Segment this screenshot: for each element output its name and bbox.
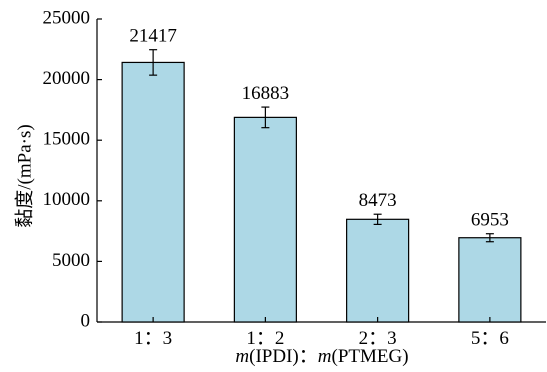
plot-area: 0 5000 10000 15000 20000 25000 21417 1：3 16883 1：… [43, 7, 546, 349]
x-tick-label: 1：3 [134, 328, 172, 349]
y-tick-label: 5000 [52, 250, 90, 271]
x-tick-label: 5：6 [471, 328, 509, 349]
y-tick-label: 0 [81, 310, 91, 331]
data-label: 16883 [242, 83, 290, 104]
data-label: 6953 [471, 210, 509, 231]
x-axis-title-t2: (PTMEG) [332, 346, 409, 367]
bar [233, 116, 297, 323]
x-tick-label: 2：3 [359, 328, 397, 349]
bar [458, 237, 522, 323]
y-tick-label: 10000 [43, 189, 91, 210]
bar [346, 218, 410, 323]
y-tick-label: 25000 [43, 7, 91, 28]
data-label: 21417 [129, 26, 177, 47]
bar [121, 61, 185, 323]
y-tick-label: 20000 [43, 68, 91, 89]
x-axis-title-t1: (IPDI)： [249, 346, 318, 367]
x-tick-label: 1：2 [246, 328, 284, 349]
x-axis-title-m1: m [235, 346, 249, 367]
y-tick-label: 15000 [43, 129, 91, 150]
y-axis-title: 黏度/(mPa·s) [13, 124, 35, 227]
data-label: 8473 [359, 190, 397, 211]
x-axis-title: m(IPDI)：m(PTMEG) [235, 346, 408, 367]
x-axis-title-m2: m [318, 346, 332, 367]
